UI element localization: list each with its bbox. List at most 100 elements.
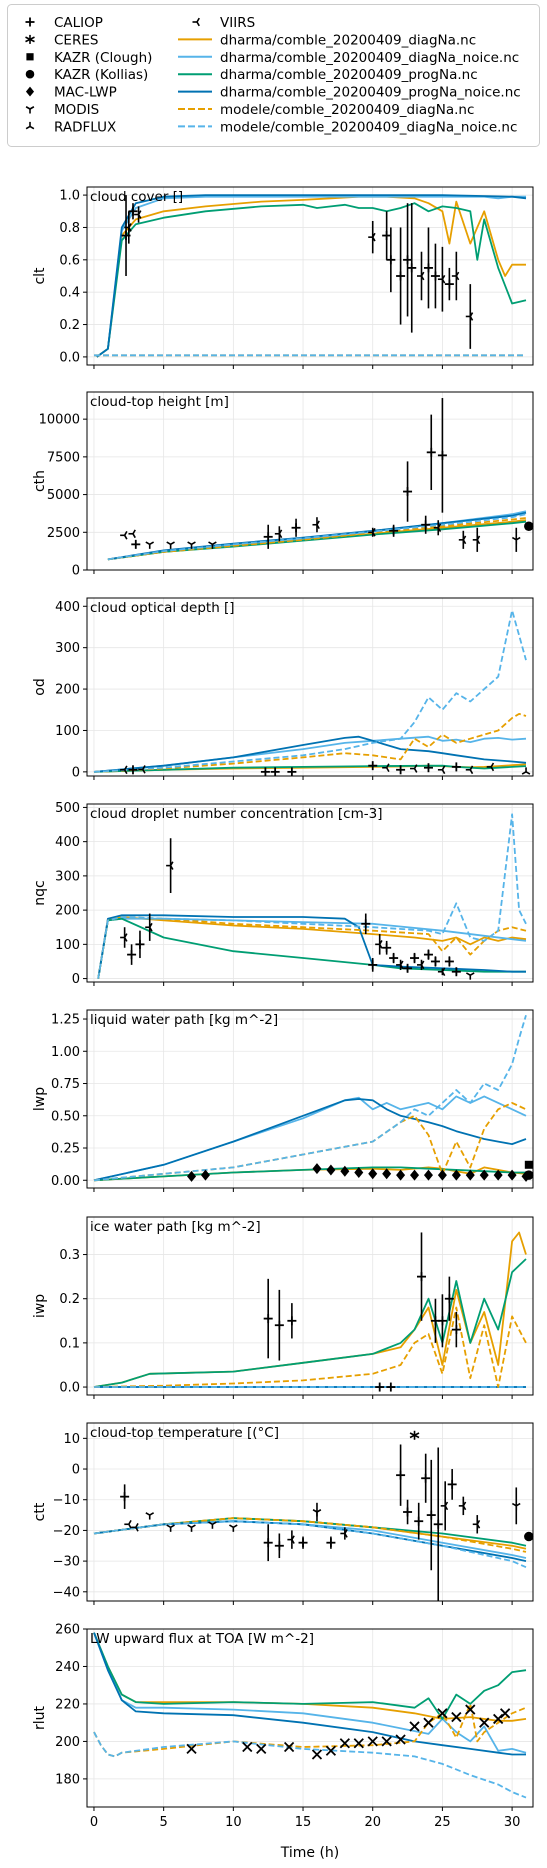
series-line-3 — [93, 1098, 527, 1182]
obs-marker-x-17-b — [493, 1713, 504, 1725]
obs-marker-plus-14 — [423, 950, 433, 960]
obs-marker-x-4 — [311, 1749, 323, 1760]
obs-marker-tri_down-4-arm-2 — [170, 1524, 175, 1529]
obs-marker-plus-7 — [396, 271, 406, 281]
obs-marker-x-14-b — [451, 1711, 462, 1723]
y-tick-label-5: 1.25 — [51, 1013, 80, 1028]
panel-title-clt: cloud cover [] — [90, 189, 183, 205]
panel-grid-clt — [87, 187, 533, 365]
obs-marker-plus-7 — [437, 1316, 447, 1326]
obs-marker-tri_left-0-arm-1 — [123, 765, 128, 771]
y-tick-label-4: 1.00 — [51, 1045, 80, 1060]
obs-marker-tri_down-4-arm-2 — [170, 541, 175, 546]
obs-marker-plus-10 — [423, 763, 433, 773]
legend-marker-square — [26, 53, 34, 61]
obs-marker-x-8-b — [367, 1736, 378, 1747]
y-tick-label-4: 0 — [72, 1463, 80, 1478]
obs-marker-tri_down-6-arm-2 — [212, 1521, 217, 1525]
panel-series-cth — [107, 510, 527, 561]
obs-marker-diamond-4 — [340, 1165, 350, 1177]
legend-label-tri_up: RADFLUX — [54, 119, 116, 135]
obs-marker-plus-3 — [260, 767, 270, 777]
obs-marker-x-13 — [437, 1708, 448, 1719]
legend-marker-tri_up — [25, 121, 35, 130]
legend-item-series-5: modele/comble_20200409_diagNa_noice.nc — [178, 119, 517, 135]
legend-marker-star — [25, 34, 35, 44]
panel-grid-ctt — [87, 1423, 533, 1601]
obs-marker-diamond-8 — [396, 1169, 406, 1181]
obs-marker-tri_left-0-arm-1 — [123, 933, 128, 938]
series-line-3 — [96, 194, 527, 358]
obs-marker-tri_left-14-arm-1 — [490, 762, 495, 768]
obs-marker-x-5 — [325, 1745, 337, 1756]
legend-marker-tri_left — [192, 17, 200, 27]
x-tick-label-6: 30 — [504, 1815, 521, 1830]
obs-marker-tri_left-2 — [138, 765, 146, 774]
obs-marker-tri_left-16 — [437, 967, 446, 977]
x-tick-label-5: 25 — [434, 1815, 451, 1830]
obs-marker-tri_up-15-arm-1 — [525, 771, 531, 775]
obs-marker-tri_up-15-arm-2 — [521, 771, 527, 775]
y-tick-label-1: 0.1 — [59, 1336, 80, 1351]
y-tick-label-1: −30 — [53, 1555, 80, 1570]
obs-marker-tri_left-1 — [128, 529, 136, 539]
legend-marker-tri_left-arm-2 — [196, 21, 200, 27]
obs-marker-tri_left-19-arm-2 — [476, 539, 481, 545]
obs-marker-tri_left-15-arm-1 — [455, 271, 460, 277]
y-tick-label-2: 0.50 — [51, 1109, 80, 1124]
legend-item-circle: KAZR (Kollias) — [25, 67, 148, 83]
obs-marker-x-6 — [339, 1738, 350, 1749]
obs-marker-tri_left-3 — [134, 210, 142, 219]
obs-marker-tri_left-16-arm-2 — [469, 316, 474, 321]
obs-marker-tri_left-10-arm-1 — [316, 520, 320, 526]
panel-iwp: 0.0 0.1 0.2 0.3 iwp ice water path [kg m^-2] — [32, 1216, 534, 1399]
obs-marker-plus-9 — [389, 953, 399, 963]
obs-marker-tri_left-10-arm-2 — [399, 964, 404, 970]
obs-marker-tri_down-26-arm-1 — [511, 1502, 517, 1507]
x-tick-label-1: 5 — [160, 1815, 168, 1830]
y-axis-title-nqc: nqc — [32, 880, 48, 905]
y-tick-label-4: 400 — [55, 600, 80, 615]
y-tick-label-1: 100 — [55, 938, 80, 953]
legend-label-diamond: MAC-LWP — [54, 85, 117, 101]
obs-marker-tri_left-13 — [437, 274, 446, 284]
obs-marker-plus-6 — [386, 255, 396, 265]
y-tick-label-5: 1.0 — [59, 189, 80, 204]
legend-marker-tri_up-arm-2 — [25, 125, 31, 130]
obs-marker-tri_left-2-arm-1 — [135, 1523, 139, 1528]
panel-title-nqc: cloud droplet number concentration [cm-3… — [90, 806, 382, 822]
obs-marker-plus-8 — [263, 1538, 273, 1548]
obs-marker-tri_left-11-arm-1 — [441, 765, 446, 771]
obs-marker-tri_left-7-arm-2 — [378, 943, 383, 949]
obs-marker-diamond-16 — [507, 1169, 517, 1181]
obs-marker-tri_left-19 — [472, 535, 481, 545]
series-line-2 — [96, 202, 527, 358]
obs-marker-tri_down-5 — [187, 1524, 196, 1532]
y-tick-label-0: 0.0 — [59, 1381, 80, 1396]
obs-marker-diamond-13 — [465, 1169, 475, 1181]
obs-marker-x-3 — [283, 1741, 295, 1753]
panel-frame-cth — [86, 391, 534, 571]
obs-marker-plus-1 — [274, 1320, 284, 1330]
panel-frame-rlut — [86, 1628, 534, 1808]
obs-marker-tri_down-3 — [145, 541, 155, 549]
obs-marker-tri_left-11-arm-2 — [372, 531, 376, 537]
obs-marker-tri_left-25 — [472, 1519, 481, 1529]
obs-marker-x-7-b — [353, 1738, 364, 1749]
series-line-3 — [93, 735, 527, 773]
y-tick-label-2: 0.2 — [59, 1292, 80, 1307]
legend-marker-circle — [25, 69, 35, 79]
obs-marker-tri_left-0-arm-2 — [123, 769, 128, 775]
y-tick-label-0: 0 — [72, 564, 80, 579]
obs-marker-plus-23 — [447, 1479, 457, 1489]
obs-marker-tri_down-12-arm-2 — [316, 1509, 322, 1513]
obs-marker-tri_left-0-arm-2 — [123, 937, 128, 942]
obs-marker-x-0 — [186, 1743, 197, 1755]
obs-marker-tri_down-12-arm-1 — [312, 1509, 318, 1513]
series-line-5 — [107, 513, 527, 561]
series-line-1 — [93, 1095, 527, 1182]
legend-item-square: KAZR (Clough) — [26, 50, 152, 66]
obs-marker-tri_left-0 — [120, 765, 128, 775]
y-tick-label-4: 260 — [55, 1623, 80, 1638]
